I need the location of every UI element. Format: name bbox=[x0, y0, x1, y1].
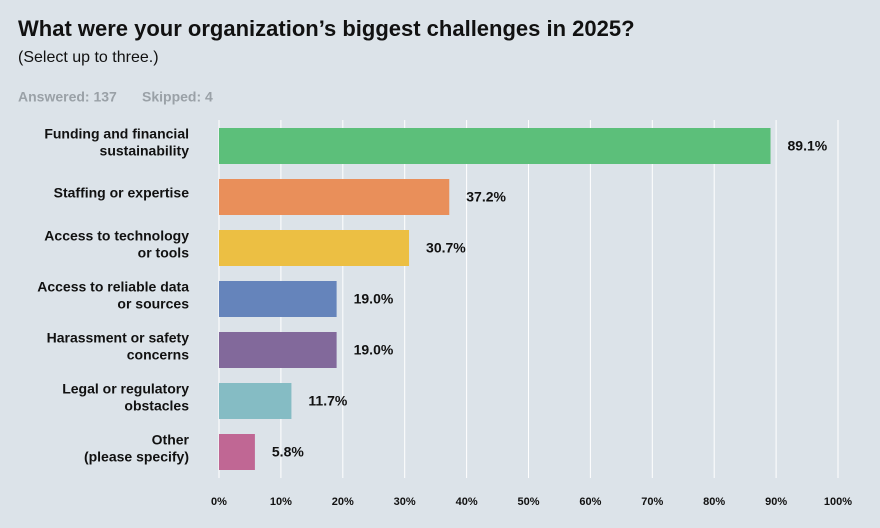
category-label: Other (please specify) bbox=[84, 431, 190, 464]
chart-title: What were your organization’s biggest ch… bbox=[18, 16, 635, 41]
bar bbox=[219, 230, 410, 266]
bar bbox=[219, 128, 771, 164]
x-tick-label: 50% bbox=[517, 496, 539, 508]
value-label: 11.7% bbox=[308, 393, 347, 409]
value-label: 89.1% bbox=[788, 138, 828, 154]
answered: Answered: 137 bbox=[18, 89, 117, 105]
category-label: Funding and financial sustainability bbox=[44, 125, 189, 158]
skipped: Skipped: 4 bbox=[142, 89, 213, 105]
value-label: 37.2% bbox=[466, 189, 506, 205]
value-label: 19.0% bbox=[354, 291, 394, 307]
x-tick-label: 70% bbox=[641, 496, 663, 508]
x-tick-label: 100% bbox=[824, 496, 852, 508]
bar bbox=[219, 332, 337, 368]
bar bbox=[219, 434, 255, 470]
category-label: Legal or regulatory obstacles bbox=[62, 380, 189, 413]
category-label: Harassment or safety concerns bbox=[47, 329, 190, 362]
x-tick-label: 60% bbox=[579, 496, 601, 508]
bar bbox=[219, 179, 450, 215]
x-tick-label: 80% bbox=[703, 496, 725, 508]
x-tick-label: 30% bbox=[394, 496, 416, 508]
x-tick-label: 40% bbox=[456, 496, 478, 508]
bar bbox=[219, 281, 337, 317]
value-label: 19.0% bbox=[354, 342, 394, 358]
x-tick-label: 20% bbox=[332, 496, 354, 508]
x-tick-label: 0% bbox=[211, 496, 227, 508]
value-label: 30.7% bbox=[426, 240, 466, 256]
category-label: Access to technology or tools bbox=[44, 227, 189, 260]
bar bbox=[219, 383, 292, 419]
category-label: Access to reliable data or sources bbox=[37, 278, 189, 311]
category-label: Staffing or expertise bbox=[54, 185, 190, 201]
value-label: 5.8% bbox=[272, 444, 304, 460]
chart-subtitle: (Select up to three.) bbox=[18, 49, 159, 66]
x-tick-label: 90% bbox=[765, 496, 787, 508]
x-tick-label: 10% bbox=[270, 496, 292, 508]
